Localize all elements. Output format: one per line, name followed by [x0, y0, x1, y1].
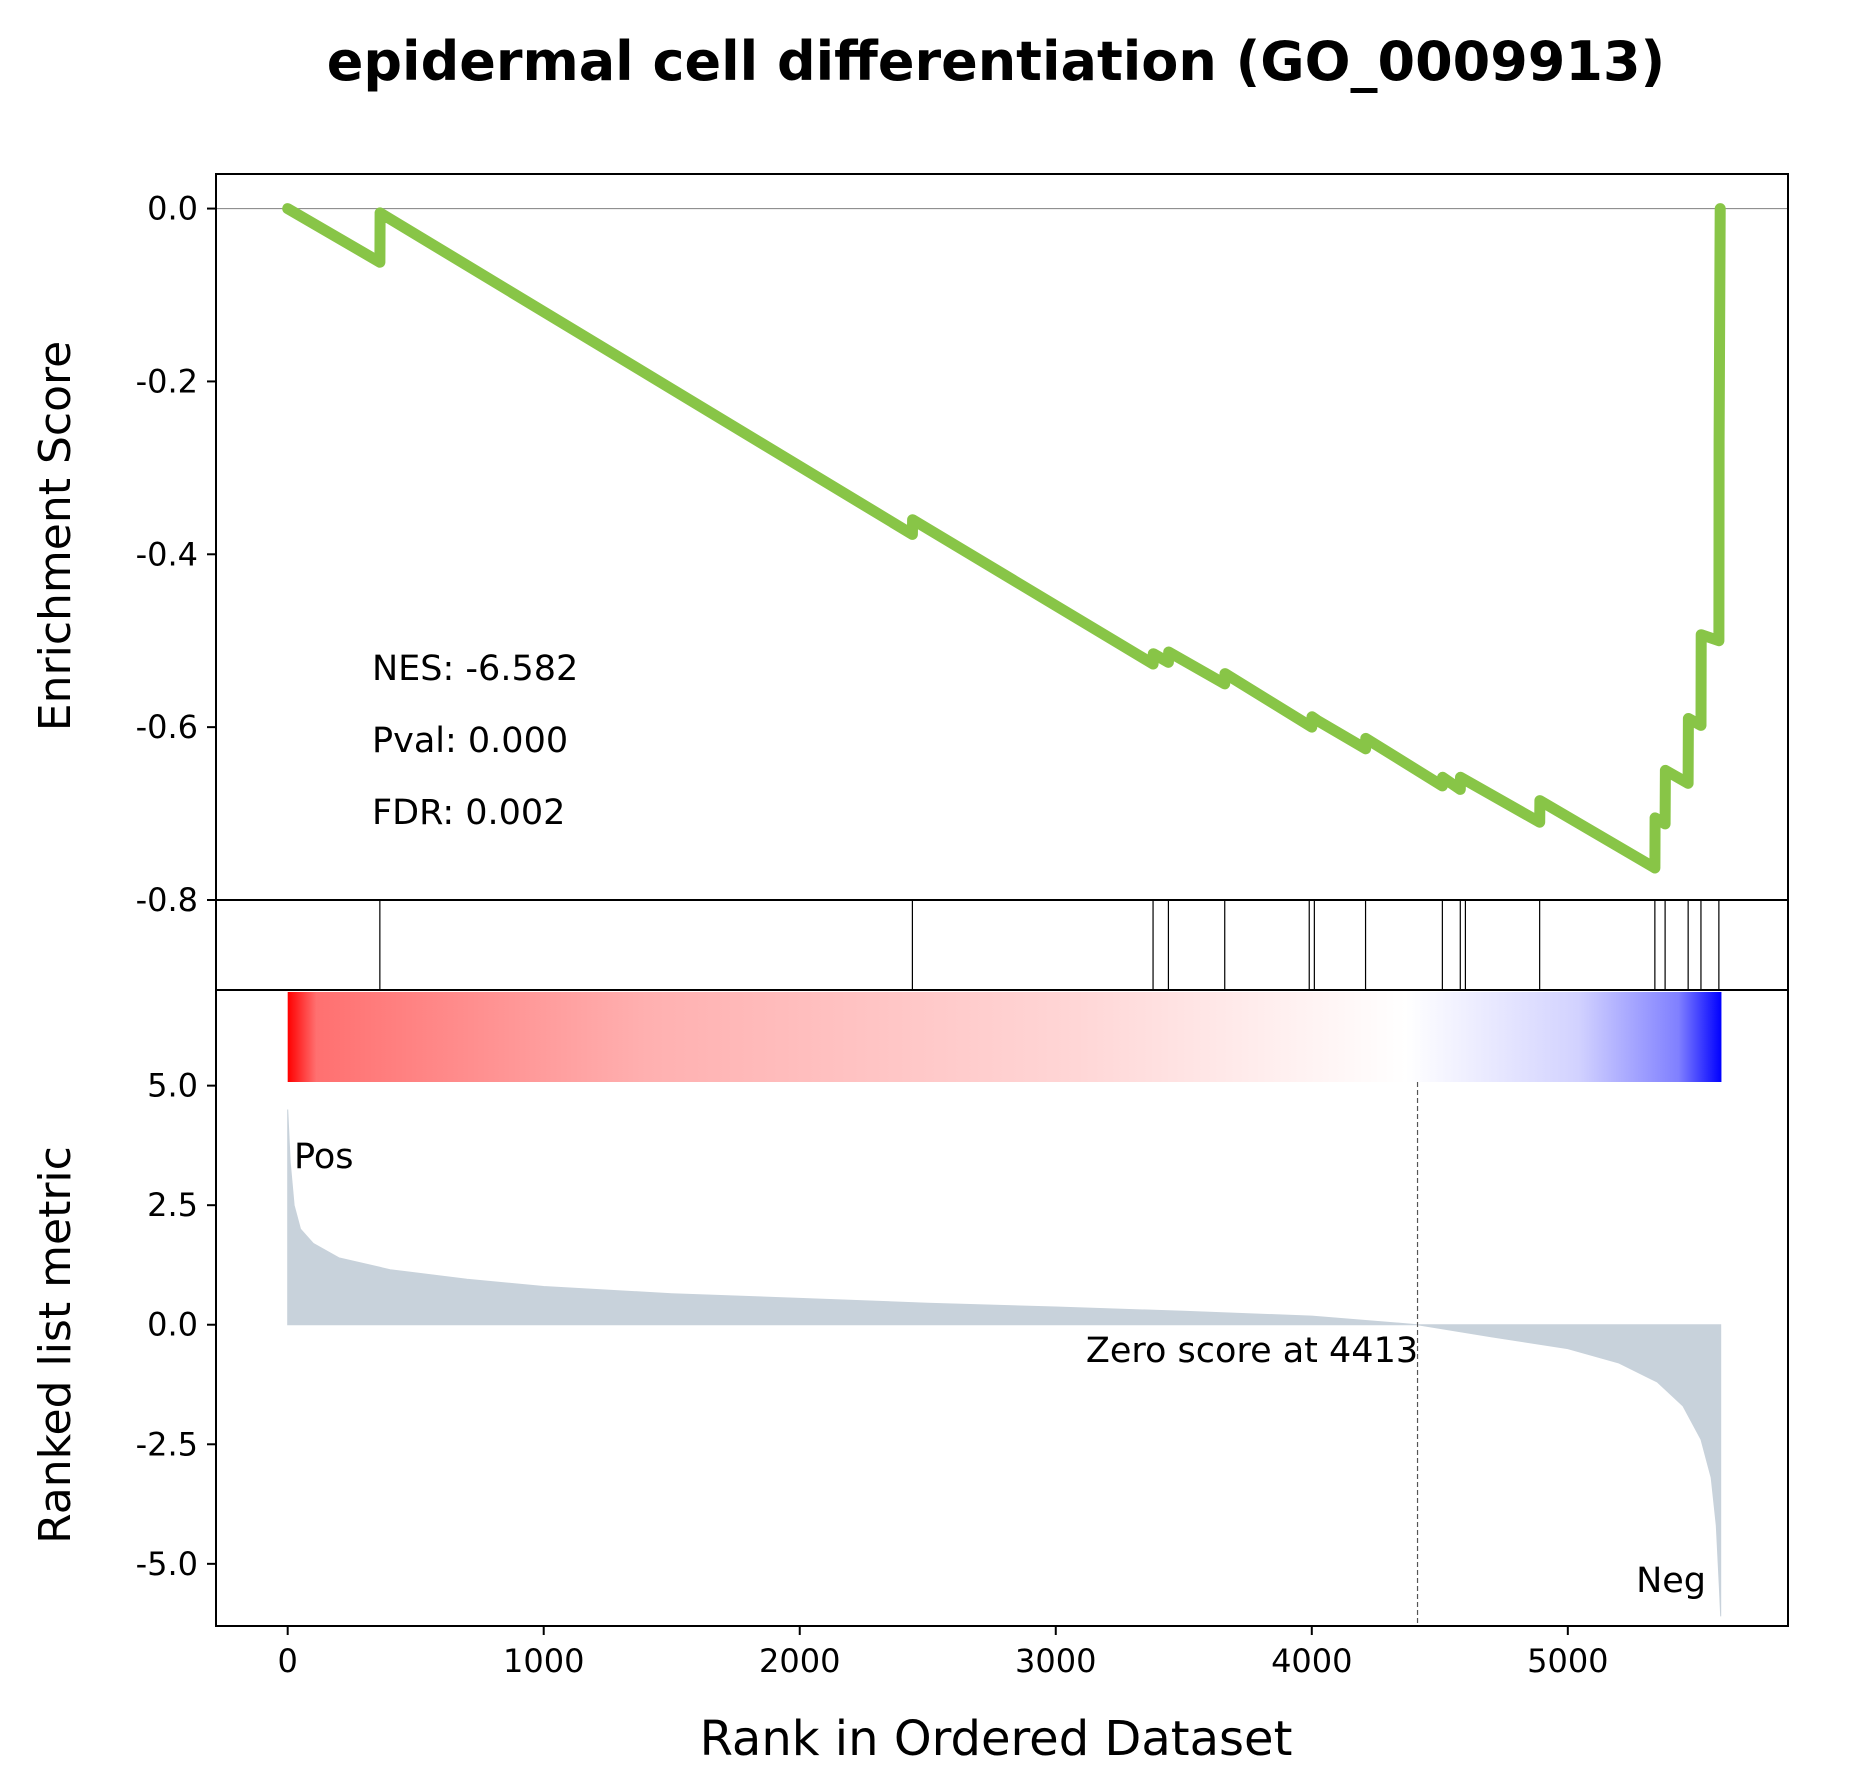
ranked-metric-panel: 5.0 2.5 0.0 -2.5 -5.0	[136, 989, 1789, 1627]
x-tick-label: 1000	[503, 1642, 584, 1680]
pval-stat: Pval: 0.000	[372, 721, 568, 761]
chart-title: epidermal cell differentiation (GO_00099…	[327, 30, 1665, 93]
x-tick-label: 3000	[1015, 1642, 1096, 1680]
neg-label: Neg	[1636, 1561, 1706, 1601]
x-axis-label: Rank in Ordered Dataset	[700, 1711, 1293, 1767]
metric-y-tick-label: -5.0	[136, 1545, 198, 1583]
enrichment-score-panel: 0.0 -0.2 -0.4 -0.6 -0.8	[136, 173, 1789, 919]
metric-y-axis-label: Ranked list metric	[30, 1146, 81, 1544]
zero-score-label: Zero score at 4413	[1086, 1331, 1418, 1371]
es-y-tick-label: -0.4	[136, 535, 198, 573]
x-tick-label: 2000	[759, 1642, 840, 1680]
es-y-tick-label: -0.8	[136, 881, 198, 919]
x-tick-label: 0	[278, 1642, 298, 1680]
x-axis: 0 1000 2000 3000 4000 5000	[278, 1626, 1609, 1680]
es-y-tick-label: -0.2	[136, 362, 198, 400]
ranked-metric-area	[287, 1109, 1722, 1617]
rank-color-bar	[287, 992, 1722, 1082]
fdr-stat: FDR: 0.002	[372, 793, 565, 833]
enrichment-score-line	[282, 203, 1726, 874]
es-y-axis-label: Enrichment Score	[30, 341, 81, 731]
nes-stat: NES: -6.582	[372, 649, 578, 689]
x-tick-label: 4000	[1271, 1642, 1352, 1680]
x-tick-label: 5000	[1527, 1642, 1608, 1680]
es-y-tick-label: -0.6	[136, 708, 198, 746]
metric-y-tick-label: 5.0	[147, 1067, 198, 1105]
metric-y-tick-label: -2.5	[136, 1425, 198, 1463]
hit-lines-panel	[215, 899, 1789, 991]
es-axes-frame	[215, 173, 1789, 901]
metric-y-tick-label: 0.0	[147, 1306, 198, 1344]
metric-y-tick-label: 2.5	[147, 1186, 198, 1224]
hit-axes-frame	[215, 899, 1789, 991]
pos-label: Pos	[294, 1137, 354, 1177]
es-y-tick-label: 0.0	[147, 190, 198, 228]
metric-axes-frame	[215, 989, 1789, 1627]
